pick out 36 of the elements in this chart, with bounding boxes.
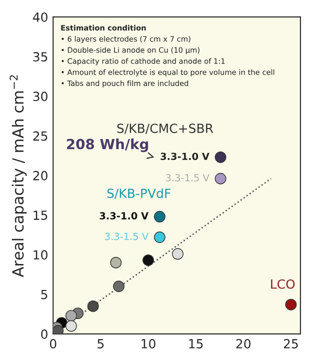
y-tick-label: 35 <box>33 52 48 62</box>
annotation: 208 Wh/kg <box>66 138 148 152</box>
y-tick-label: 20 <box>33 170 48 180</box>
point <box>172 248 184 260</box>
y-tick-label: 15 <box>34 210 48 220</box>
annotation: S/KB/CMC+SBR <box>117 124 214 134</box>
annotation: LCO <box>271 279 295 289</box>
point <box>65 310 77 322</box>
annotation: 3.3-1.0 V <box>100 212 149 220</box>
point <box>110 256 122 268</box>
point <box>142 254 154 266</box>
point <box>113 280 124 292</box>
annotation: S/KB-PVdF <box>107 188 170 200</box>
x-tick-label: 25 <box>284 339 298 348</box>
point <box>285 298 297 310</box>
x-tick-label: 5 <box>98 339 104 348</box>
y-axis-title: Areal capacity / mAh cm$^{−2}$ <box>10 75 27 278</box>
x-tick-label: 15 <box>189 339 203 348</box>
point <box>65 320 77 332</box>
x-tick-label: 20 <box>236 339 251 348</box>
annotation: 3.3-1.5 V <box>105 232 148 240</box>
annotation: 3.3-1.0 V <box>160 152 210 160</box>
annotation: 3.3-1.5 V <box>166 174 210 182</box>
y-tick-label: 40 <box>32 12 48 22</box>
point <box>214 151 226 163</box>
y-tick-label: 10 <box>34 250 48 260</box>
point <box>154 210 166 222</box>
point <box>87 300 99 312</box>
point <box>154 232 166 243</box>
point <box>214 172 226 184</box>
x-tick-label: 10 <box>142 339 156 348</box>
y-tick-label: 30 <box>33 92 48 102</box>
y-tick-label: 25 <box>33 131 48 141</box>
x-tick-label: 0 <box>50 339 56 348</box>
y-tick-label: 5 <box>41 290 48 300</box>
y-tick-label: 0 <box>41 329 48 339</box>
